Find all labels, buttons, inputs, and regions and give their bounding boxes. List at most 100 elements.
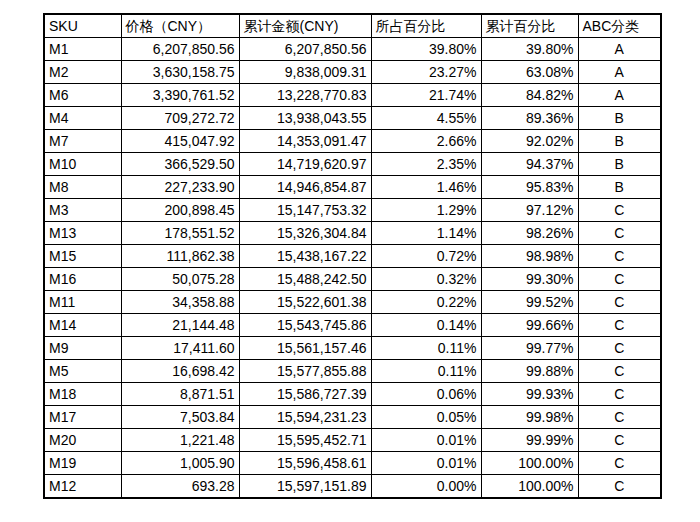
cell[interactable]: 2.35%	[371, 153, 481, 176]
cell[interactable]: 15,595,452.71	[239, 429, 371, 452]
cell[interactable]: M9	[44, 337, 121, 360]
cell[interactable]: 415,047.92	[121, 130, 239, 153]
cell[interactable]: M5	[44, 360, 121, 383]
cell[interactable]: C	[578, 314, 661, 337]
cell[interactable]: A	[578, 84, 661, 107]
cell[interactable]: 98.98%	[481, 245, 578, 268]
column-header-2[interactable]: 累计金额(CNY)	[239, 14, 371, 38]
cell[interactable]: 15,594,231.23	[239, 406, 371, 429]
cell[interactable]: 99.77%	[481, 337, 578, 360]
cell[interactable]: 14,946,854.87	[239, 176, 371, 199]
cell[interactable]: 14,719,620.97	[239, 153, 371, 176]
cell[interactable]: 23.27%	[371, 61, 481, 84]
cell[interactable]: C	[578, 291, 661, 314]
cell[interactable]: C	[578, 268, 661, 291]
cell[interactable]: 4.55%	[371, 107, 481, 130]
cell[interactable]: C	[578, 337, 661, 360]
cell[interactable]: 6,207,850.56	[121, 38, 239, 61]
cell[interactable]: M10	[44, 153, 121, 176]
cell[interactable]: B	[578, 107, 661, 130]
cell[interactable]: 84.82%	[481, 84, 578, 107]
cell[interactable]: 0.11%	[371, 337, 481, 360]
cell[interactable]: 16,698.42	[121, 360, 239, 383]
cell[interactable]: 34,358.88	[121, 291, 239, 314]
column-header-4[interactable]: 累计百分比	[481, 14, 578, 38]
cell[interactable]: 0.06%	[371, 383, 481, 406]
cell[interactable]: M4	[44, 107, 121, 130]
cell[interactable]: C	[578, 360, 661, 383]
cell[interactable]: 0.01%	[371, 452, 481, 475]
cell[interactable]: 97.12%	[481, 199, 578, 222]
cell[interactable]: C	[578, 222, 661, 245]
cell[interactable]: 21.74%	[371, 84, 481, 107]
cell[interactable]: 3,630,158.75	[121, 61, 239, 84]
cell[interactable]: 15,326,304.84	[239, 222, 371, 245]
cell[interactable]: A	[578, 38, 661, 61]
cell[interactable]: 15,522,601.38	[239, 291, 371, 314]
column-header-0[interactable]: SKU	[44, 14, 121, 38]
cell[interactable]: 0.01%	[371, 429, 481, 452]
cell[interactable]: 15,488,242.50	[239, 268, 371, 291]
cell[interactable]: B	[578, 130, 661, 153]
cell[interactable]: 8,871.51	[121, 383, 239, 406]
cell[interactable]: 111,862.38	[121, 245, 239, 268]
cell[interactable]: 1.29%	[371, 199, 481, 222]
column-header-3[interactable]: 所占百分比	[371, 14, 481, 38]
cell[interactable]: M6	[44, 84, 121, 107]
cell[interactable]: 1.14%	[371, 222, 481, 245]
cell[interactable]: 0.14%	[371, 314, 481, 337]
cell[interactable]: 95.83%	[481, 176, 578, 199]
cell[interactable]: 0.22%	[371, 291, 481, 314]
cell[interactable]: 99.99%	[481, 429, 578, 452]
cell[interactable]: 94.37%	[481, 153, 578, 176]
cell[interactable]: 99.93%	[481, 383, 578, 406]
cell[interactable]: 15,543,745.86	[239, 314, 371, 337]
cell[interactable]: 9,838,009.31	[239, 61, 371, 84]
cell[interactable]: 99.52%	[481, 291, 578, 314]
cell[interactable]: C	[578, 452, 661, 475]
cell[interactable]: 100.00%	[481, 475, 578, 499]
cell[interactable]: 1,221.48	[121, 429, 239, 452]
cell[interactable]: 15,596,458.61	[239, 452, 371, 475]
cell[interactable]: M13	[44, 222, 121, 245]
cell[interactable]: M11	[44, 291, 121, 314]
cell[interactable]: C	[578, 199, 661, 222]
cell[interactable]: 15,438,167.22	[239, 245, 371, 268]
cell[interactable]: C	[578, 406, 661, 429]
cell[interactable]: 0.11%	[371, 360, 481, 383]
cell[interactable]: 200,898.45	[121, 199, 239, 222]
cell[interactable]: A	[578, 61, 661, 84]
cell[interactable]: 227,233.90	[121, 176, 239, 199]
cell[interactable]: 3,390,761.52	[121, 84, 239, 107]
cell[interactable]: 709,272.72	[121, 107, 239, 130]
cell[interactable]: 89.36%	[481, 107, 578, 130]
cell[interactable]: M19	[44, 452, 121, 475]
cell[interactable]: 99.30%	[481, 268, 578, 291]
cell[interactable]: M14	[44, 314, 121, 337]
cell[interactable]: 0.32%	[371, 268, 481, 291]
cell[interactable]: 2.66%	[371, 130, 481, 153]
cell[interactable]: 15,597,151.89	[239, 475, 371, 499]
cell[interactable]: 7,503.84	[121, 406, 239, 429]
cell[interactable]: 99.66%	[481, 314, 578, 337]
cell[interactable]: 21,144.48	[121, 314, 239, 337]
cell[interactable]: 100.00%	[481, 452, 578, 475]
cell[interactable]: 98.26%	[481, 222, 578, 245]
cell[interactable]: M16	[44, 268, 121, 291]
cell[interactable]: B	[578, 176, 661, 199]
cell[interactable]: 63.08%	[481, 61, 578, 84]
cell[interactable]: M20	[44, 429, 121, 452]
column-header-5[interactable]: ABC分类	[578, 14, 661, 38]
cell[interactable]: 15,586,727.39	[239, 383, 371, 406]
cell[interactable]: 0.05%	[371, 406, 481, 429]
cell[interactable]: 14,353,091.47	[239, 130, 371, 153]
cell[interactable]: 0.72%	[371, 245, 481, 268]
cell[interactable]: C	[578, 429, 661, 452]
cell[interactable]: 15,561,157.46	[239, 337, 371, 360]
cell[interactable]: 0.00%	[371, 475, 481, 499]
cell[interactable]: 6,207,850.56	[239, 38, 371, 61]
cell[interactable]: 17,411.60	[121, 337, 239, 360]
cell[interactable]: B	[578, 153, 661, 176]
cell[interactable]: M7	[44, 130, 121, 153]
cell[interactable]: 13,228,770.83	[239, 84, 371, 107]
